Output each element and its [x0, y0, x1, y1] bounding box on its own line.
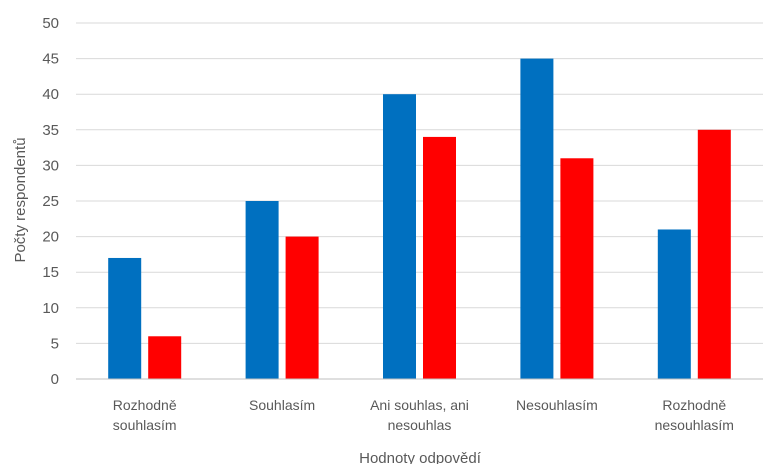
y-axis-title: Počty respondentů — [12, 137, 29, 262]
y-tick-label: 35 — [42, 122, 59, 139]
bar-series-1-category-3 — [383, 94, 416, 379]
bar-series-2-category-1 — [148, 336, 182, 379]
bar-series-2-category-4 — [560, 158, 594, 379]
y-tick-label: 50 — [42, 15, 59, 32]
bar-series-2-category-2 — [285, 236, 319, 379]
y-tick-label: 20 — [42, 229, 59, 246]
bar-series-1-category-1 — [108, 257, 142, 379]
x-tick-label-line: nesouhlas — [388, 417, 452, 433]
x-tick-label: Rozhodně nesouhlasím — [655, 397, 734, 433]
bar-series-2-category-3 — [423, 136, 456, 379]
x-tick-label-line: nesouhlasím — [655, 417, 734, 433]
y-tick-label: 10 — [42, 300, 59, 317]
x-tick-label-line: Rozhodně — [113, 397, 177, 413]
y-tick-label: 45 — [42, 51, 59, 68]
bar-series-1-category-5 — [657, 229, 691, 379]
x-axis-title: Hodnoty odpovědí — [359, 450, 482, 464]
y-tick-label: 5 — [51, 335, 59, 352]
x-tick-label-line: souhlasím — [113, 417, 177, 433]
x-tick-label: Nesouhlasím — [516, 397, 598, 413]
x-tick-label-line: Ani souhlas, ani — [370, 397, 469, 413]
bar-series-2-category-5 — [697, 129, 731, 379]
bar-series-1-category-4 — [520, 58, 554, 379]
bars — [108, 58, 731, 379]
x-tick-label-line: Souhlasím — [249, 397, 315, 413]
x-axis-ticks: Rozhodně souhlasím Souhlasím Ani souhlas, a… — [113, 397, 734, 433]
y-tick-label: 0 — [51, 371, 59, 388]
x-tick-label-line: Nesouhlasím — [516, 397, 598, 413]
gridlines — [76, 22, 763, 344]
x-tick-label: Ani souhlas, ani nesouhlas — [370, 397, 469, 433]
x-tick-label-line: Rozhodně — [662, 397, 726, 413]
y-tick-label: 30 — [42, 157, 59, 174]
bar-series-1-category-2 — [245, 201, 279, 379]
y-tick-label: 15 — [42, 264, 59, 281]
y-tick-label: 40 — [42, 86, 59, 103]
y-tick-label: 25 — [42, 193, 59, 210]
x-tick-label: Rozhodně souhlasím — [113, 397, 177, 433]
y-axis-ticks: 0 5 10 15 20 25 30 35 40 45 50 — [42, 15, 59, 388]
x-tick-label: Souhlasím — [249, 397, 315, 413]
